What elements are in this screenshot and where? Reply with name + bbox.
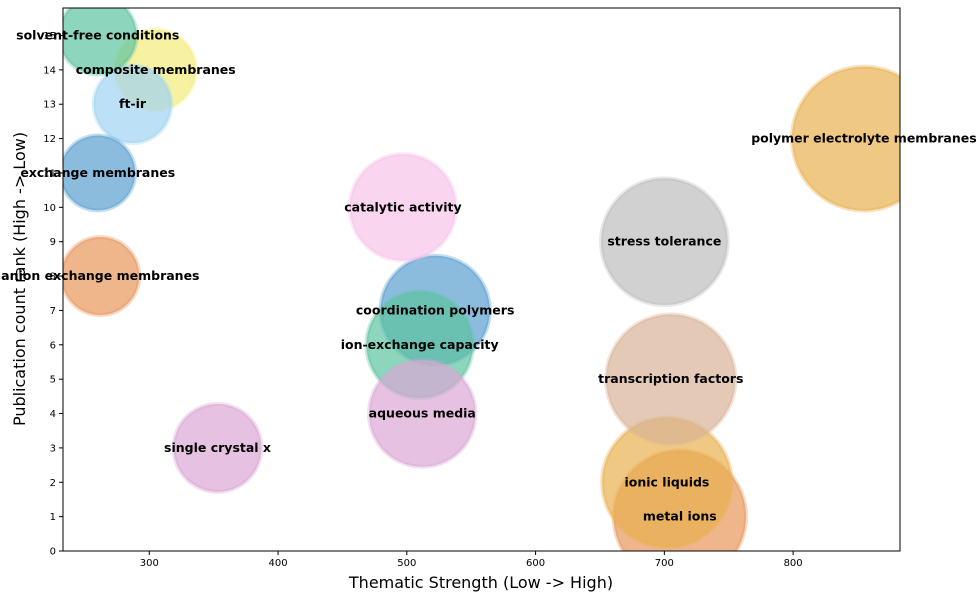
y-tick-label: 12 <box>43 134 56 145</box>
bubble <box>603 312 738 446</box>
x-tick-label: 300 <box>140 558 159 569</box>
bubble-label: composite membranes <box>76 62 236 77</box>
bubble-labels: polymer electrolyte membranes metal ions i… <box>1 27 977 523</box>
bubble-label: single crystal x <box>164 440 271 455</box>
y-tick-label: 2 <box>50 478 56 489</box>
bubble <box>347 152 459 263</box>
x-tick-label: 500 <box>397 558 416 569</box>
bubble-label: exchange membranes <box>20 165 175 180</box>
bubble <box>91 63 174 146</box>
bubble <box>366 358 478 469</box>
x-axis-ticks: 300 400 500 600 700 800 <box>140 551 803 569</box>
bubble-label: stress tolerance <box>607 234 721 249</box>
y-tick-label: 4 <box>50 409 56 420</box>
plot-frame <box>62 7 901 552</box>
y-tick-label: 8 <box>50 272 56 283</box>
y-tick-label: 3 <box>50 443 56 454</box>
x-axis-label: Thematic Strength (Low -> High) <box>348 573 613 592</box>
bubble <box>63 133 138 213</box>
x-tick-label: 800 <box>784 558 803 569</box>
bubble <box>63 8 139 77</box>
y-tick-label: 15 <box>43 31 56 42</box>
x-tick-label: 600 <box>526 558 545 569</box>
bubble-label: anion exchange membranes <box>1 268 199 283</box>
y-tick-label: 14 <box>43 65 56 76</box>
y-tick-label: 1 <box>50 512 56 523</box>
x-tick-label: 700 <box>655 558 674 569</box>
bubble <box>171 401 264 494</box>
bubble <box>598 176 730 308</box>
bubble-label: solvent-free conditions <box>16 27 179 42</box>
x-tick-label: 400 <box>268 558 287 569</box>
bubble <box>789 64 900 213</box>
bubble-label: polymer electrolyte membranes <box>751 131 977 146</box>
y-tick-label: 7 <box>50 306 56 317</box>
y-axis-label: Publication count rank (High -> Low) <box>10 132 29 426</box>
y-tick-label: 5 <box>50 375 56 386</box>
y-tick-label: 11 <box>43 168 56 179</box>
bubble-label: transcription factors <box>598 371 743 386</box>
bubble <box>63 235 142 317</box>
bubble-label: ionic liquids <box>624 474 709 489</box>
bubble-label: ion-exchange capacity <box>341 337 499 352</box>
bubble-label: ft-ir <box>119 96 147 111</box>
y-tick-label: 9 <box>50 237 56 248</box>
y-tick-label: 13 <box>43 100 56 111</box>
bubble-label: catalytic activity <box>344 199 461 214</box>
bubble-label: coordination polymers <box>356 302 515 317</box>
y-tick-label: 10 <box>43 203 56 214</box>
bubble-label: aqueous media <box>369 406 476 421</box>
y-tick-label: 0 <box>50 547 56 558</box>
bubbles-layer <box>63 8 900 551</box>
y-tick-label: 6 <box>50 340 56 351</box>
bubble-label: metal ions <box>643 509 717 524</box>
